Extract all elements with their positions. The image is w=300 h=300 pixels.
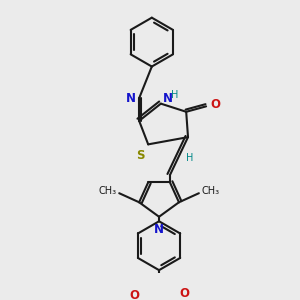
Text: S: S	[136, 149, 145, 162]
Text: CH₃: CH₃	[202, 186, 220, 197]
Text: CH₃: CH₃	[98, 186, 116, 197]
Text: O: O	[129, 289, 139, 300]
Text: N: N	[163, 92, 173, 105]
Text: N: N	[125, 92, 136, 105]
Text: O: O	[179, 287, 189, 300]
Text: O: O	[211, 98, 220, 111]
Text: H: H	[186, 153, 194, 163]
Text: N: N	[154, 223, 164, 236]
Text: H: H	[171, 90, 178, 100]
